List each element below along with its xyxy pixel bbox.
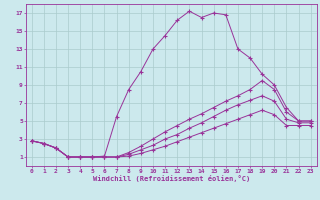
X-axis label: Windchill (Refroidissement éolien,°C): Windchill (Refroidissement éolien,°C) <box>92 175 250 182</box>
